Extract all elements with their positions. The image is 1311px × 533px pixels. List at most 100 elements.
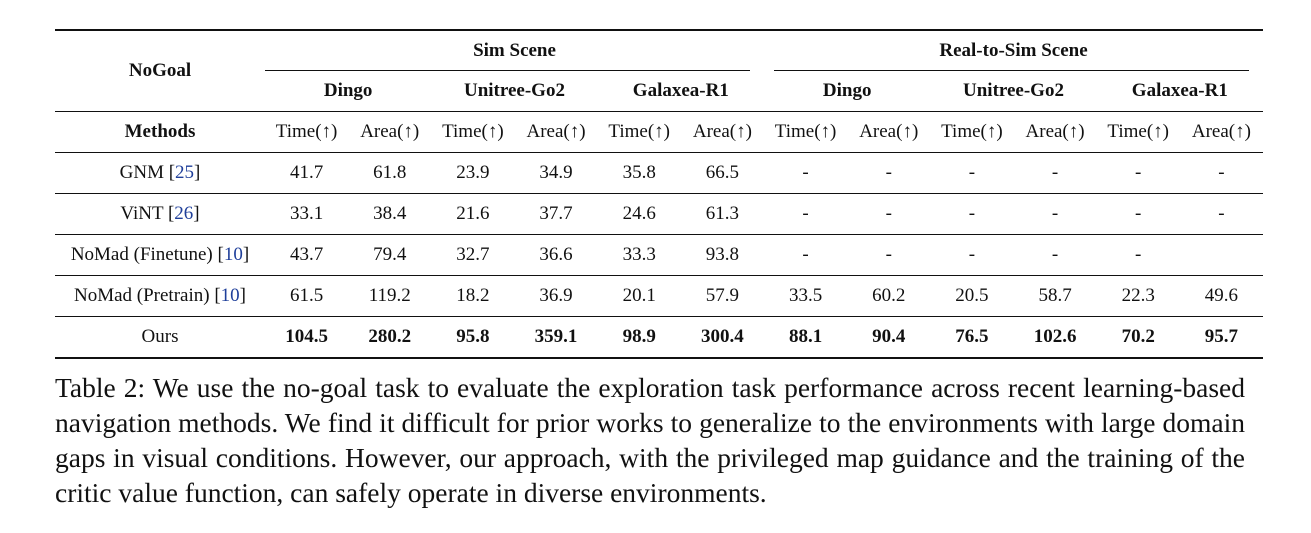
robot-header: Galaxea-R1: [597, 71, 765, 112]
value-cell: 66.5: [680, 152, 765, 194]
value-cell: 60.2: [847, 275, 931, 317]
value-cell: -: [764, 193, 848, 235]
value-cell: 93.8: [680, 234, 765, 276]
value-cell: 24.6: [597, 193, 681, 235]
value-cell: 35.8: [597, 152, 681, 194]
citation-link[interactable]: 10: [223, 244, 243, 265]
value-cell: [1179, 234, 1264, 276]
value-cell: -: [930, 152, 1014, 194]
value-cell: -: [847, 193, 931, 235]
method-cell: NoMad (Finetune) [10]: [55, 234, 265, 276]
value-cell: 22.3: [1096, 275, 1180, 317]
metric-header: Area(↑): [847, 111, 931, 153]
table-caption: Table 2: We use the no-goal task to eval…: [55, 372, 1245, 508]
metric-header: Time(↑): [764, 111, 848, 153]
method-name: NoMad (Finetune) [: [70, 244, 224, 265]
metric-header: Time(↑): [265, 111, 349, 153]
value-cell: 33.5: [764, 275, 848, 317]
table-body: GNM [25] 41.7 61.8 23.9 34.9 35.8 66.5- - - - - - Vi…: [55, 152, 1264, 359]
results-table-container: NoGoal Sim Scene Real-to-Sim Scene Dingo…: [55, 29, 1264, 359]
value-cell: 34.9: [514, 152, 598, 194]
metric-header: Time(↑): [930, 111, 1014, 153]
value-cell: -: [847, 234, 931, 276]
value-cell: 88.1: [764, 316, 848, 359]
method-name: Ours: [141, 326, 179, 347]
results-table: NoGoal Sim Scene Real-to-Sim Scene Dingo…: [55, 29, 1264, 359]
robot-header: Galaxea-R1: [1096, 71, 1264, 112]
value-cell: -: [1096, 152, 1180, 194]
metric-header: Time(↑): [431, 111, 515, 153]
method-name: ViNT [: [120, 203, 175, 224]
citation-link[interactable]: 10: [220, 285, 240, 306]
table-row: NoMad (Pretrain) [10] 61.5 119.2 18.2 36.9 20…: [55, 275, 1264, 317]
value-cell: 37.7: [514, 193, 598, 235]
method-name: NoMad (Pretrain) [: [73, 285, 221, 306]
value-cell: 57.9: [680, 275, 765, 317]
robot-header: Unitree-Go2: [431, 71, 598, 112]
value-cell: 280.2: [348, 316, 432, 359]
robot-header: Dingo: [764, 71, 931, 112]
method-cell: GNM [25]: [55, 152, 265, 194]
robot-header: Unitree-Go2: [930, 71, 1097, 112]
value-cell: 70.2: [1096, 316, 1180, 359]
value-cell: 36.6: [514, 234, 598, 276]
value-cell: -: [1096, 193, 1180, 235]
value-cell: -: [1096, 234, 1180, 276]
metric-header: Time(↑): [597, 111, 681, 153]
value-cell: 36.9: [514, 275, 598, 317]
value-cell: 359.1: [514, 316, 598, 359]
value-cell: 61.5: [265, 275, 349, 317]
value-cell: 79.4: [348, 234, 432, 276]
robot-header: Dingo: [265, 71, 432, 112]
value-cell: 41.7: [265, 152, 349, 194]
value-cell: 21.6: [431, 193, 515, 235]
value-cell: 90.4: [847, 316, 931, 359]
value-cell: -: [1179, 152, 1264, 194]
citation-bracket: ]: [239, 285, 246, 306]
group-header-real-to-sim: Real-to-Sim Scene: [764, 29, 1264, 71]
value-cell: 119.2: [348, 275, 432, 317]
value-cell: 61.3: [680, 193, 765, 235]
value-cell: 58.7: [1013, 275, 1097, 317]
value-cell: 76.5: [930, 316, 1014, 359]
metric-header: Area(↑): [514, 111, 598, 153]
value-cell: -: [764, 234, 848, 276]
citation-link[interactable]: 25: [175, 162, 195, 183]
value-cell: 32.7: [431, 234, 515, 276]
table-row: Ours 104.5 280.2 95.8 359.1 98.9 300.4 88.1 90.4…: [55, 316, 1264, 359]
method-cell: Ours: [55, 316, 265, 359]
group-header-sim: Sim Scene: [265, 29, 765, 71]
value-cell: -: [930, 193, 1014, 235]
value-cell: 38.4: [348, 193, 432, 235]
method-cell: NoMad (Pretrain) [10]: [55, 275, 265, 317]
value-cell: 98.9: [597, 316, 681, 359]
value-cell: -: [1013, 234, 1097, 276]
citation-link[interactable]: 26: [174, 203, 194, 224]
value-cell: 300.4: [680, 316, 765, 359]
value-cell: -: [764, 152, 848, 194]
value-cell: 49.6: [1179, 275, 1264, 317]
value-cell: 95.7: [1179, 316, 1264, 359]
group-label: Real-to-Sim Scene: [939, 40, 1088, 61]
table-row: GNM [25] 41.7 61.8 23.9 34.9 35.8 66.5- - - - - -: [55, 152, 1264, 194]
table-row: NoMad (Finetune) [10] 43.7 79.4 32.7 36.6 33.…: [55, 234, 1264, 276]
value-cell: 102.6: [1013, 316, 1097, 359]
citation-bracket: ]: [242, 244, 250, 265]
value-cell: 61.8: [348, 152, 432, 194]
metric-header: Area(↑): [680, 111, 765, 153]
value-cell: -: [930, 234, 1014, 276]
value-cell: -: [1013, 152, 1097, 194]
value-cell: 23.9: [431, 152, 515, 194]
value-cell: 20.5: [930, 275, 1014, 317]
value-cell: 95.8: [431, 316, 515, 359]
corner-label: NoGoal: [55, 29, 265, 112]
value-cell: 20.1: [597, 275, 681, 317]
group-label: Sim Scene: [473, 40, 556, 61]
value-cell: 43.7: [265, 234, 349, 276]
metric-header: Time(↑): [1096, 111, 1180, 153]
value-cell: -: [1013, 193, 1097, 235]
methods-header: Methods: [55, 111, 265, 153]
value-cell: 18.2: [431, 275, 515, 317]
value-cell: 33.1: [265, 193, 349, 235]
value-cell: -: [847, 152, 931, 194]
